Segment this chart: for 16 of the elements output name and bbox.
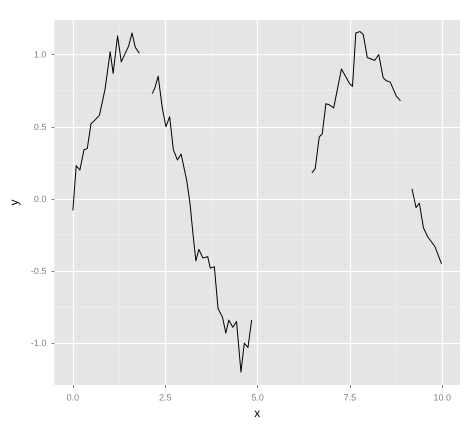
y-axis-title: y	[7, 200, 21, 206]
y-tick-label: 1.0	[34, 50, 46, 60]
x-axis-title: x	[254, 406, 260, 420]
x-tick-label: 7.5	[344, 392, 356, 402]
y-tick-label: -0.5	[30, 266, 46, 276]
line-series	[72, 32, 140, 211]
y-tick-label: -1.0	[30, 338, 46, 348]
line-series	[311, 31, 402, 174]
line-series	[152, 76, 252, 373]
x-tick-label: 5.0	[251, 392, 264, 402]
x-tick-label: 0.0	[66, 392, 80, 402]
line-series	[411, 188, 442, 264]
y-tick-label: 0.5	[34, 122, 46, 132]
x-tick-label: 10.0	[434, 392, 452, 402]
y-tick-label: 0.0	[34, 194, 46, 204]
x-tick-label: 2.5	[158, 392, 172, 402]
